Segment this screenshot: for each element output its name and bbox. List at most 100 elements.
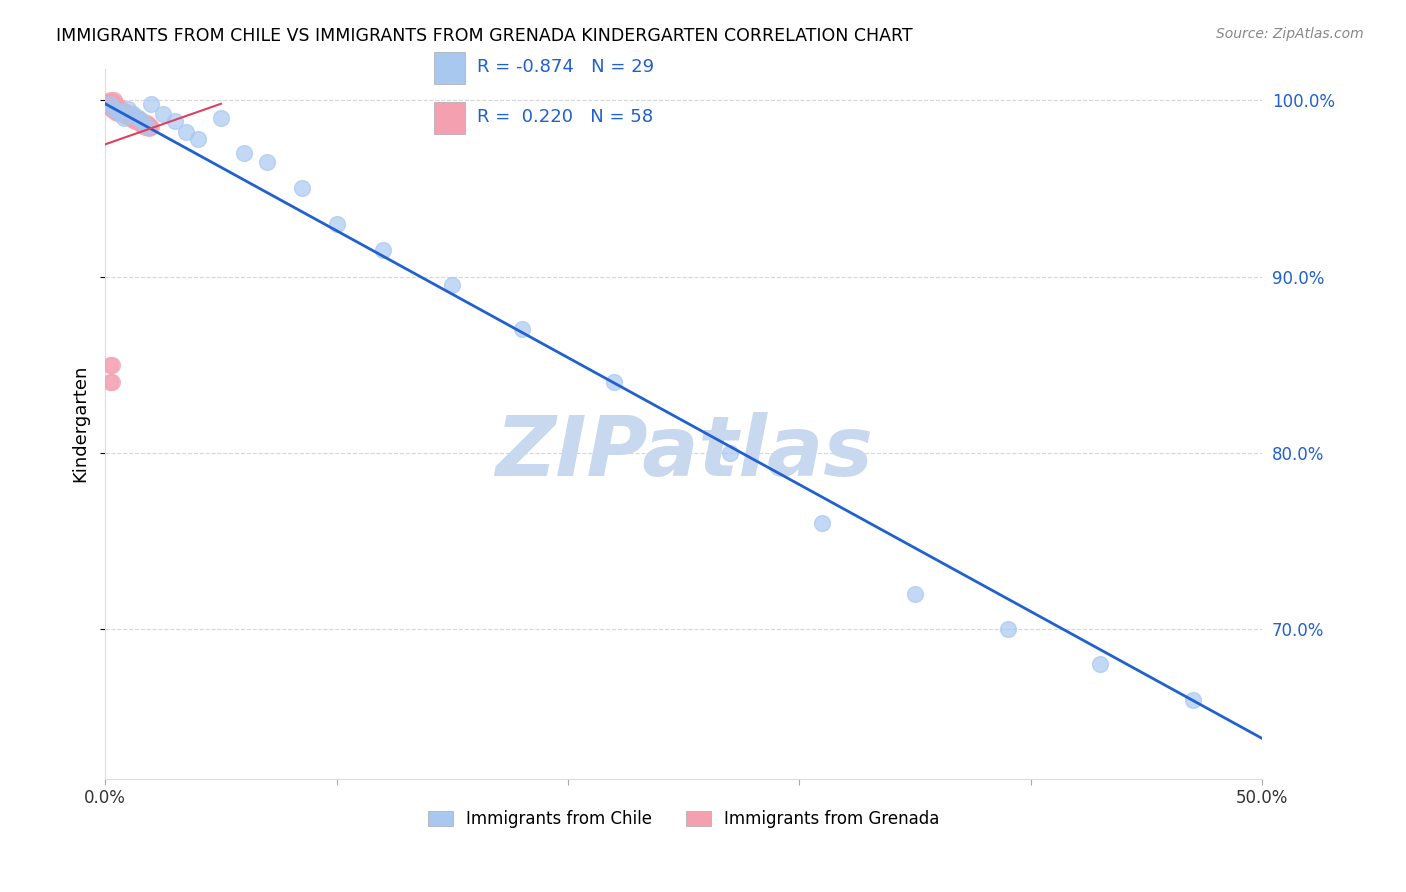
Point (187, 132, 209, 146)
Point (120, 111, 142, 125)
Point (209, 111, 232, 125)
Point (117, 105, 139, 120)
Point (96, 95, 118, 109)
Point (603, 376, 626, 390)
Point (103, 102, 125, 116)
Point (325, 217, 347, 231)
Point (131, 114, 153, 128)
Point (131, 118, 153, 132)
Point (115, 105, 138, 120)
Point (101, 376, 124, 390)
Point (101, 102, 124, 116)
Bar (434, 102, 465, 134)
Point (105, 102, 128, 116)
Text: R = -0.874   N = 29: R = -0.874 N = 29 (478, 58, 655, 76)
Point (103, 98, 125, 112)
Point (135, 116, 157, 130)
Point (1181, 692, 1204, 706)
Point (101, 358, 124, 372)
Text: IMMIGRANTS FROM CHILE VS IMMIGRANTS FROM GRENADA KINDERGARTEN CORRELATION CHART: IMMIGRANTS FROM CHILE VS IMMIGRANTS FROM… (56, 27, 912, 45)
Point (103, 95, 125, 109)
Point (108, 103, 131, 118)
Point (98, 96, 121, 111)
Point (98, 98, 121, 112)
Point (101, 102, 124, 116)
Point (101, 100, 124, 114)
Point (135, 120, 157, 134)
Point (904, 587, 927, 601)
Point (811, 516, 834, 531)
Point (163, 114, 186, 128)
Text: ZIPatlas: ZIPatlas (495, 411, 873, 492)
Point (127, 111, 149, 125)
Point (112, 111, 135, 125)
Point (96, 98, 118, 112)
Point (96, 96, 118, 111)
Point (124, 114, 146, 128)
Point (112, 107, 135, 121)
Point (122, 112, 145, 127)
Bar (434, 52, 465, 85)
Point (110, 102, 132, 116)
Point (98, 95, 121, 109)
Point (101, 98, 124, 112)
Text: R =  0.220   N = 58: R = 0.220 N = 58 (478, 108, 654, 126)
Point (291, 181, 314, 195)
Point (103, 96, 125, 111)
Point (105, 105, 128, 120)
Point (127, 114, 149, 128)
Point (98, 96, 121, 111)
Text: Source: ZipAtlas.com: Source: ZipAtlas.com (1216, 27, 1364, 41)
Point (131, 114, 153, 128)
Point (120, 107, 142, 121)
Point (103, 103, 125, 118)
Point (103, 96, 125, 111)
Point (98, 95, 121, 109)
Point (105, 98, 128, 112)
Point (98, 93, 121, 107)
Point (134, 120, 156, 134)
Point (103, 102, 125, 116)
Point (138, 121, 160, 136)
Point (718, 446, 741, 460)
Point (103, 100, 125, 114)
Point (101, 95, 124, 109)
Point (256, 155, 278, 169)
Point (117, 102, 139, 116)
Point (152, 107, 174, 121)
Point (122, 109, 145, 123)
Point (108, 105, 131, 120)
Point (101, 95, 124, 109)
Point (138, 118, 160, 132)
Point (129, 116, 152, 130)
Point (122, 107, 145, 121)
Point (134, 116, 156, 130)
Point (101, 98, 124, 112)
Point (98, 358, 121, 372)
Point (174, 125, 197, 139)
Point (101, 96, 124, 111)
Point (135, 120, 157, 134)
Point (103, 100, 125, 114)
Legend: Immigrants from Chile, Immigrants from Grenada: Immigrants from Chile, Immigrants from G… (422, 803, 946, 835)
Point (103, 93, 125, 107)
Point (441, 278, 464, 293)
Point (129, 112, 152, 127)
Point (997, 622, 1019, 636)
Point (110, 105, 132, 120)
Point (108, 100, 131, 114)
Point (127, 111, 149, 125)
Point (98, 376, 121, 390)
Y-axis label: Kindergarten: Kindergarten (72, 365, 89, 483)
Point (371, 243, 394, 257)
Point (117, 109, 139, 123)
Point (141, 120, 163, 134)
Point (233, 146, 256, 161)
Point (124, 111, 146, 125)
Point (141, 96, 163, 111)
Point (112, 103, 135, 118)
Point (1088, 657, 1111, 672)
Point (115, 109, 138, 123)
Point (510, 322, 533, 336)
Point (98, 98, 121, 112)
